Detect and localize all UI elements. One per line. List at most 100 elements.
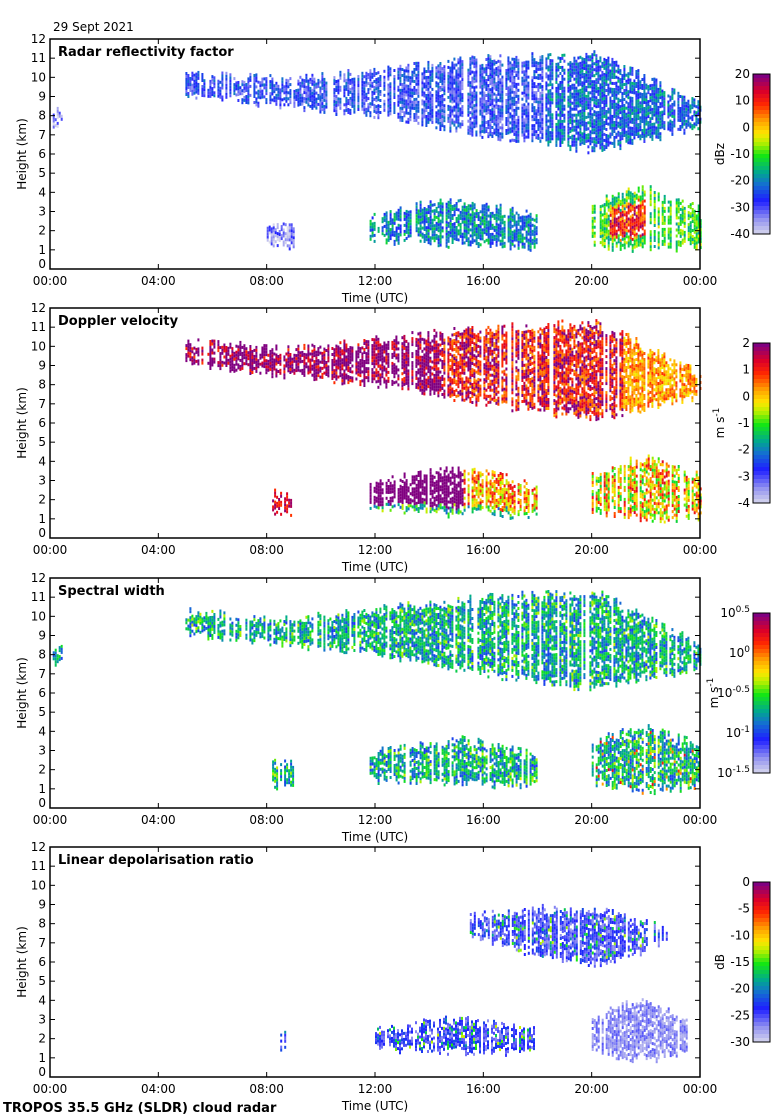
data-cell: [599, 125, 602, 129]
data-cell: [517, 118, 520, 122]
data-cell: [431, 221, 434, 225]
data-cell: [595, 126, 598, 130]
data-cell: [507, 119, 510, 123]
data-cell: [459, 89, 462, 93]
data-cell: [445, 214, 448, 218]
data-cell: [625, 73, 628, 77]
data-cell: [415, 208, 418, 212]
data-cell: [185, 81, 188, 84]
data-cell: [619, 211, 622, 215]
data-cell: [669, 113, 672, 117]
data-cell: [629, 221, 632, 225]
data-cell: [631, 249, 634, 253]
data-cell: [641, 114, 644, 117]
data-cell: [619, 132, 622, 136]
data-cell: [323, 98, 326, 102]
data-cell: [555, 95, 558, 99]
data-cell: [427, 220, 430, 224]
data-cell: [481, 219, 484, 223]
data-cell: [417, 70, 420, 74]
data-cell: [677, 243, 680, 247]
data-cell: [613, 226, 616, 230]
data-cell: [657, 96, 660, 100]
data-cell: [643, 125, 646, 128]
data-cell: [679, 128, 682, 131]
data-cell: [527, 60, 530, 64]
data-cell: [591, 137, 594, 141]
data-cell: [525, 99, 528, 103]
data-cell: [523, 245, 526, 249]
data-cell: [531, 64, 534, 68]
data-cell: [585, 127, 588, 131]
data-cell: [431, 96, 434, 100]
data-cell: [459, 74, 462, 78]
data-cell: [461, 93, 464, 97]
data-cell: [481, 102, 484, 106]
data-cell: [197, 76, 200, 80]
data-cell: [363, 93, 366, 97]
data-cell: [655, 132, 658, 136]
data-cell: [365, 113, 368, 117]
data-cell: [469, 126, 472, 130]
data-cell: [637, 228, 640, 232]
data-cell: [525, 224, 528, 228]
data-cell: [487, 123, 490, 127]
data-cell: [521, 106, 524, 110]
data-cell: [290, 226, 293, 230]
data-cell: [479, 210, 482, 214]
data-cell: [609, 99, 612, 103]
data-cell: [521, 236, 524, 240]
data-cell: [511, 72, 514, 76]
data-cell: [429, 91, 432, 95]
data-cell: [653, 104, 656, 108]
data-cell: [695, 214, 698, 218]
colorbar-segment: [753, 182, 770, 187]
data-cell: [601, 240, 604, 244]
data-cell: [293, 98, 296, 102]
data-cell: [583, 106, 586, 109]
data-cell: [593, 83, 596, 87]
data-cell: [509, 97, 512, 101]
data-cell: [495, 97, 498, 101]
data-cell: [669, 227, 672, 231]
data-cell: [491, 223, 494, 227]
data-cell: [637, 108, 640, 112]
data-cell: [595, 135, 598, 139]
data-cell: [693, 98, 696, 102]
data-cell: [545, 123, 548, 127]
data-cell: [643, 137, 646, 140]
data-cell: [595, 114, 598, 118]
data-cell: [529, 236, 532, 240]
data-cell: [615, 217, 618, 221]
data-cell: [693, 221, 696, 225]
data-cell: [611, 221, 614, 225]
data-cell: [625, 82, 628, 86]
data-cell: [347, 111, 350, 114]
data-cell: [201, 76, 204, 79]
data-cell: [567, 89, 570, 93]
data-cell: [541, 94, 544, 98]
data-cell: [661, 98, 664, 102]
data-cell: [317, 93, 320, 97]
data-cell: [539, 106, 542, 110]
data-cell: [629, 132, 632, 136]
data-cell: [459, 213, 462, 217]
data-cell: [429, 215, 432, 219]
data-cell: [563, 107, 566, 111]
data-cell: [489, 55, 492, 59]
data-cell: [509, 100, 512, 104]
data-cell: [477, 224, 480, 227]
data-cell: [357, 96, 360, 99]
data-cell: [671, 96, 674, 100]
data-cell: [601, 118, 604, 122]
data-cell: [282, 231, 285, 235]
data-cell: [439, 107, 442, 110]
data-cell: [655, 81, 658, 85]
data-cell: [409, 106, 412, 110]
data-cell: [459, 198, 462, 202]
data-cell: [503, 220, 506, 224]
data-cell: [439, 225, 442, 229]
data-cell: [561, 137, 564, 141]
data-cell: [485, 211, 488, 215]
data-cell: [487, 232, 490, 236]
